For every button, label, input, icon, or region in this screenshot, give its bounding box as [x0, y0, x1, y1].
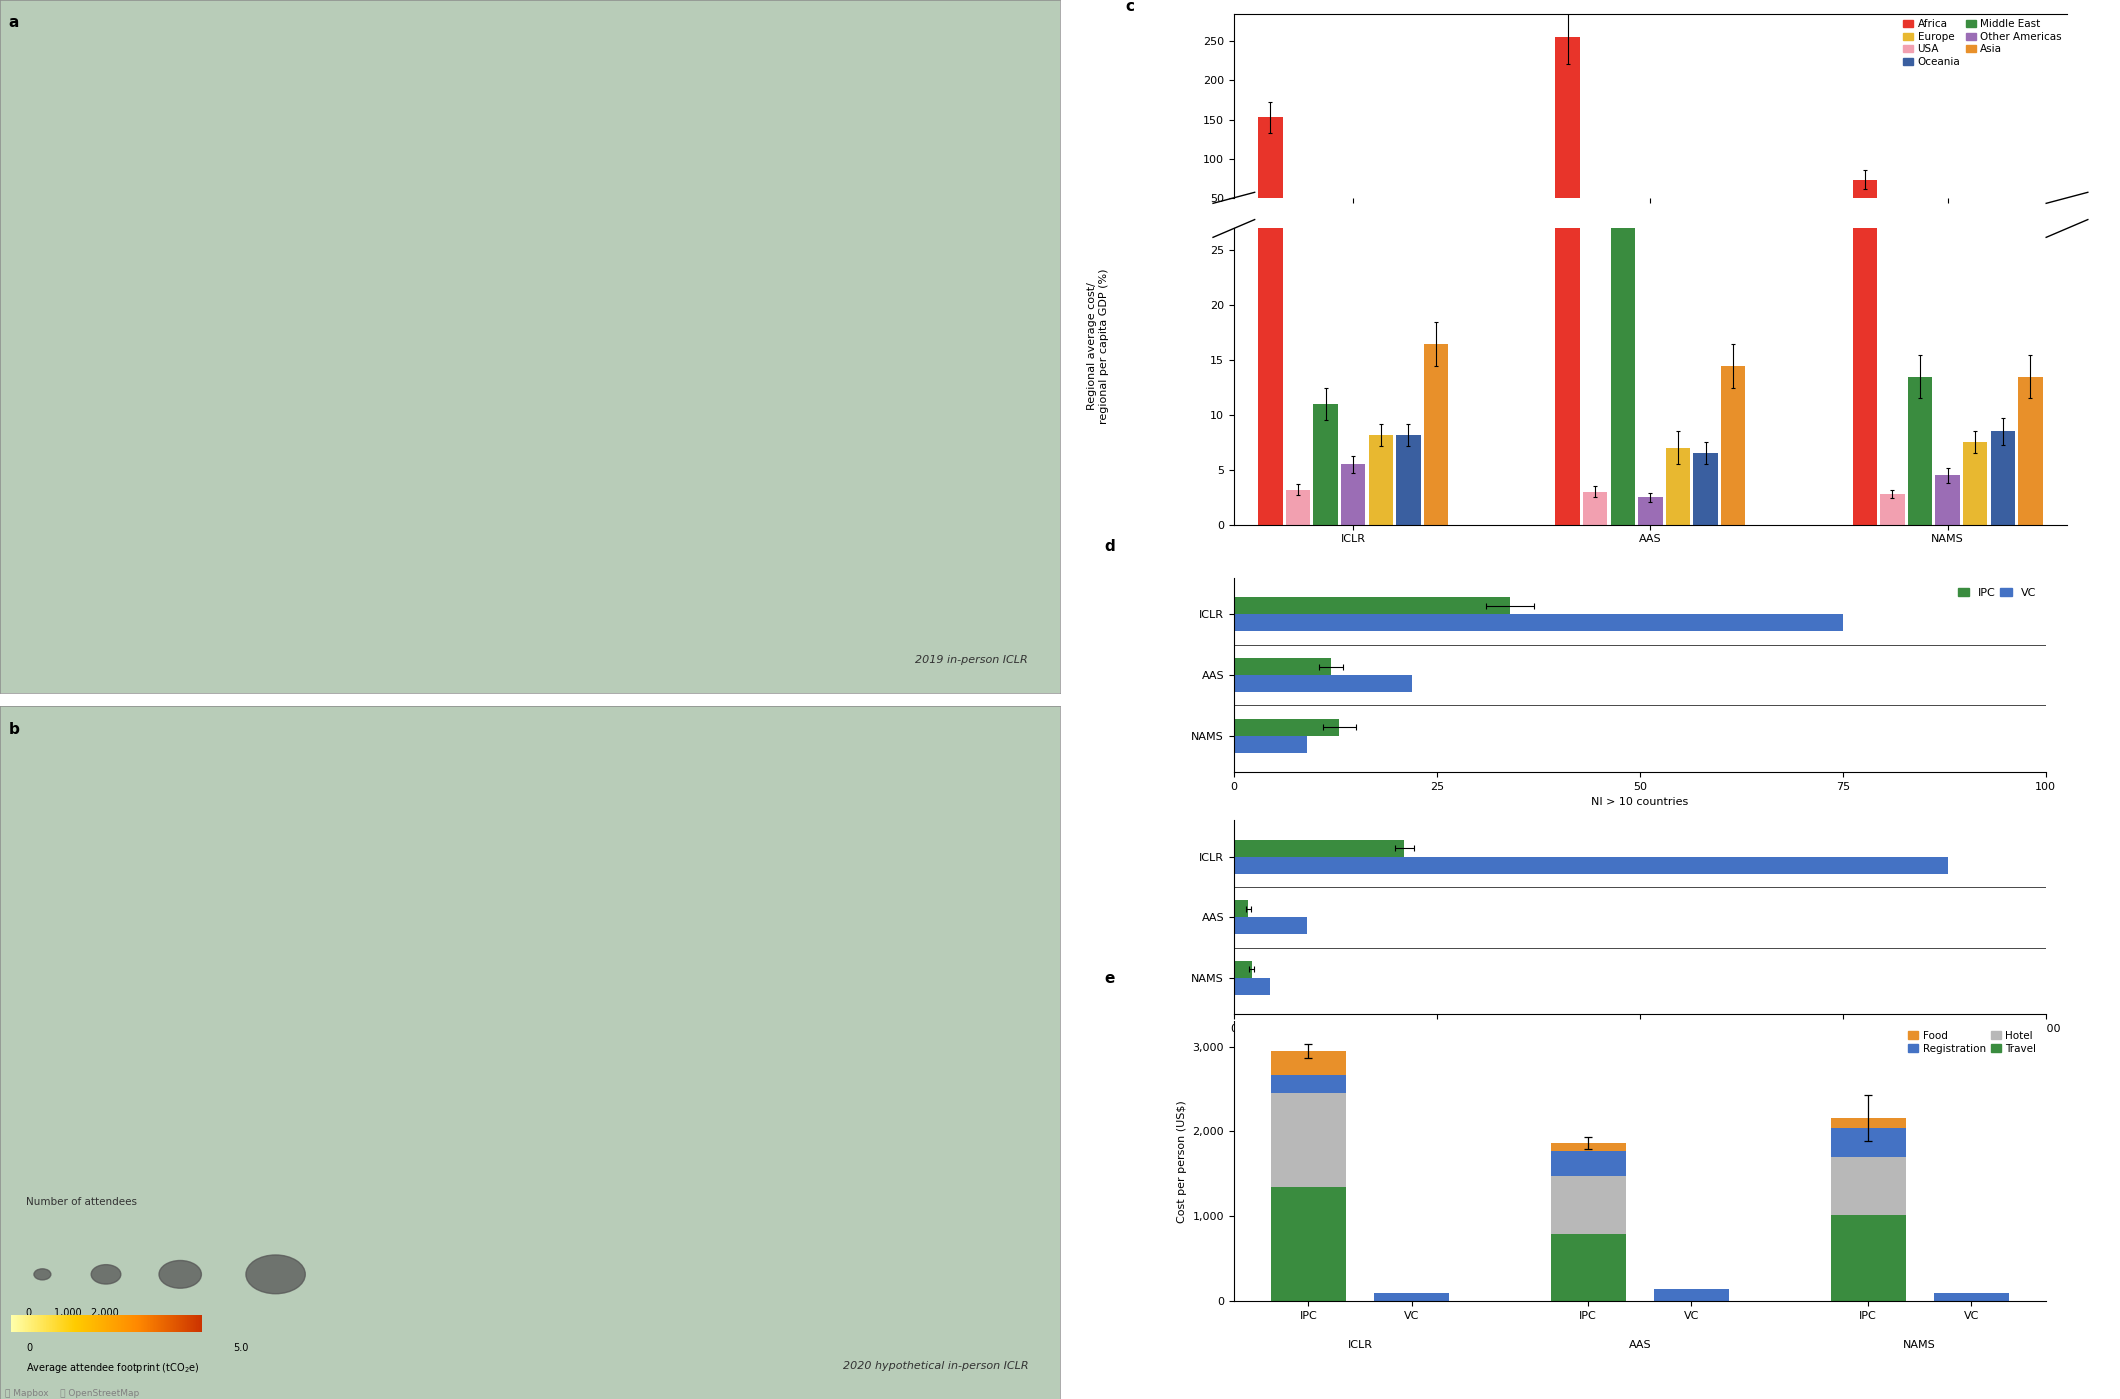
Bar	[1666, 231, 1690, 236]
Bar	[1556, 36, 1579, 236]
Text: AAS: AAS	[1628, 1340, 1651, 1350]
Bar	[1550, 1234, 1626, 1301]
Legend: Food, Registration, Hotel, Travel: Food, Registration, Hotel, Travel	[1904, 1027, 2042, 1058]
X-axis label: NI >10 attendees: NI >10 attendees	[1590, 1039, 1690, 1049]
Bar	[1259, 0, 1283, 525]
Bar	[1234, 614, 1842, 631]
Bar	[1991, 431, 2014, 525]
Text: 2020 hypothetical in-person ICLR: 2020 hypothetical in-person ICLR	[842, 1361, 1028, 1371]
Bar	[1550, 1151, 1626, 1177]
Bar	[1694, 232, 1717, 236]
Bar	[1880, 494, 1904, 525]
Bar	[1550, 1177, 1626, 1234]
Bar	[1370, 231, 1393, 236]
Bar	[1666, 448, 1690, 525]
Bar	[1397, 435, 1420, 525]
Bar	[1234, 719, 1340, 736]
Bar	[1936, 234, 1959, 236]
Text: 0: 0	[25, 1343, 32, 1353]
Bar	[1991, 231, 2014, 236]
Bar	[1342, 232, 1365, 236]
Bar	[1908, 227, 1931, 236]
Bar	[1830, 1118, 1906, 1128]
Text: 2019 in-person ICLR: 2019 in-person ICLR	[916, 655, 1028, 665]
Bar	[1234, 961, 1251, 978]
Bar	[1234, 658, 1331, 674]
Bar	[1314, 228, 1338, 236]
Legend: Africa, Europe, USA, Oceania, Middle East, Other Americas, Asia: Africa, Europe, USA, Oceania, Middle Eas…	[1904, 20, 2063, 67]
Bar	[1611, 85, 1635, 525]
Bar	[1721, 365, 1745, 525]
Text: a: a	[8, 15, 19, 31]
Bar	[1234, 736, 1306, 753]
Bar	[1234, 978, 1270, 995]
Text: Average attendee footprint (tCO$_2$e): Average attendee footprint (tCO$_2$e)	[25, 1361, 199, 1375]
Bar	[1287, 235, 1310, 236]
Text: Regional average cost/
regional per capita GDP (%): Regional average cost/ regional per capi…	[1088, 269, 1109, 424]
Text: b: b	[8, 722, 19, 737]
Bar	[1830, 1214, 1906, 1301]
Bar	[1270, 1094, 1346, 1186]
Bar	[1234, 597, 1509, 614]
Y-axis label: Cost per person (US$): Cost per person (US$)	[1177, 1100, 1187, 1223]
Bar	[1425, 344, 1448, 525]
Bar	[2018, 376, 2042, 525]
Bar	[1584, 235, 1607, 236]
Text: Ⓓ Mapbox    Ⓓ OpenStreetMap: Ⓓ Mapbox Ⓓ OpenStreetMap	[4, 1389, 140, 1398]
Text: 5.0: 5.0	[233, 1343, 248, 1353]
Bar	[1270, 1074, 1346, 1094]
Bar	[1314, 404, 1338, 525]
Bar	[1270, 1051, 1346, 1074]
Bar	[1880, 235, 1904, 236]
Bar	[2018, 227, 2042, 236]
Bar	[1933, 1293, 2010, 1301]
Bar	[1425, 224, 1448, 236]
Bar	[1611, 206, 1635, 236]
Circle shape	[91, 1265, 121, 1284]
Bar	[1853, 0, 1876, 525]
X-axis label: NI > 10 countries: NI > 10 countries	[1592, 797, 1688, 807]
Bar	[1694, 453, 1717, 525]
Text: 0       1,000   2,000: 0 1,000 2,000	[25, 1308, 119, 1318]
Bar	[1963, 231, 1986, 236]
Text: NAMS: NAMS	[1904, 1340, 1936, 1350]
Bar	[1234, 674, 1412, 693]
Text: Number of attendees: Number of attendees	[25, 1198, 138, 1207]
Bar	[1374, 1293, 1450, 1301]
Bar	[1556, 0, 1579, 525]
Bar	[1370, 435, 1393, 525]
Bar	[1830, 1128, 1906, 1157]
Bar	[1654, 1290, 1730, 1301]
Circle shape	[159, 1260, 201, 1288]
Bar	[1234, 918, 1306, 935]
Bar	[1830, 1157, 1906, 1214]
Bar	[1550, 1143, 1626, 1151]
Bar	[1234, 839, 1403, 856]
Text: d: d	[1105, 539, 1115, 554]
Circle shape	[34, 1269, 51, 1280]
Bar	[1721, 225, 1745, 236]
Bar	[1908, 376, 1931, 525]
Bar	[1584, 491, 1607, 525]
Bar	[1397, 231, 1420, 236]
Bar	[1270, 1186, 1346, 1301]
Bar	[1963, 442, 1986, 525]
Text: e: e	[1105, 971, 1115, 986]
Bar	[1936, 476, 1959, 525]
Bar	[1287, 490, 1310, 525]
Bar	[1234, 901, 1249, 918]
Bar	[1853, 180, 1876, 236]
Circle shape	[246, 1255, 305, 1294]
Bar	[1639, 497, 1662, 525]
Legend: IPC, VC: IPC, VC	[1955, 583, 2039, 603]
Text: ICLR: ICLR	[1348, 1340, 1372, 1350]
Bar	[1342, 464, 1365, 525]
Text: c: c	[1126, 0, 1134, 14]
Bar	[1259, 118, 1283, 236]
Bar	[1639, 235, 1662, 236]
Bar	[1234, 856, 1948, 874]
